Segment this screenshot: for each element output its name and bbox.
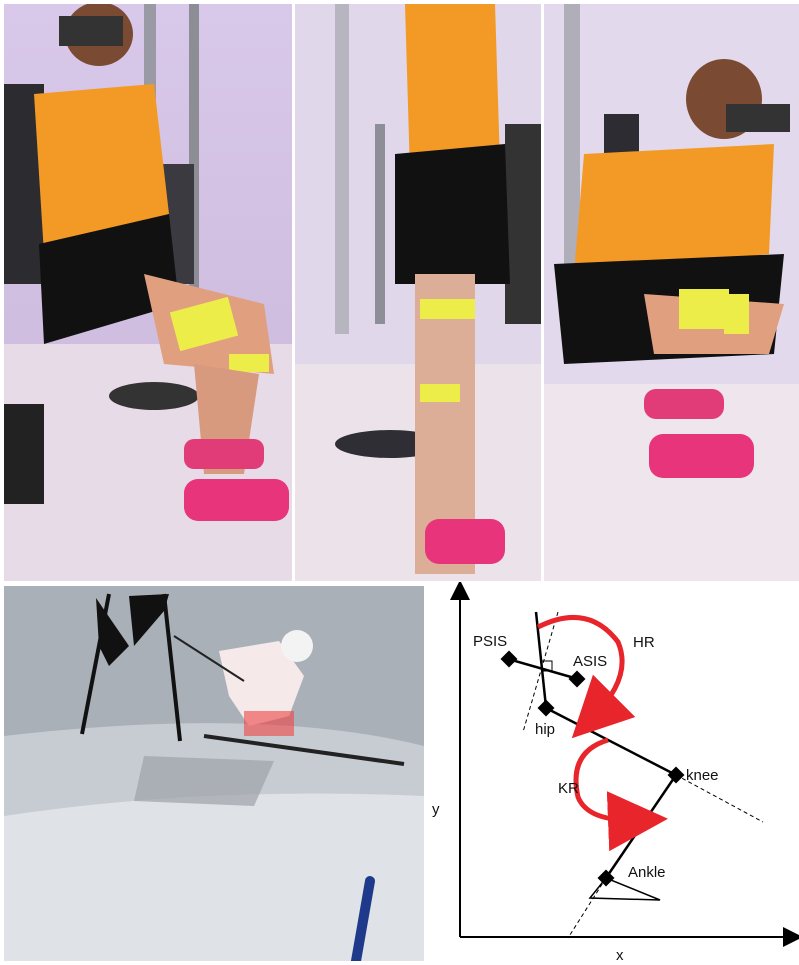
knee-marker — [667, 766, 685, 784]
photo-deep-squat — [544, 4, 799, 581]
kr-arrow — [573, 737, 668, 852]
label-hip: hip — [535, 721, 555, 738]
hr-arrow — [536, 614, 636, 739]
label-ankle: Ankle — [628, 864, 666, 881]
ankle-marker — [597, 869, 615, 887]
label-psis: PSIS — [473, 633, 507, 650]
label-hr: HR — [633, 634, 655, 651]
label-x-axis: x — [616, 947, 624, 964]
label-kr: KR — [558, 780, 579, 797]
label-asis: ASIS — [573, 653, 607, 670]
label-y-axis: y — [432, 801, 440, 818]
psis-marker — [500, 650, 518, 668]
photo-squat-side — [4, 4, 292, 581]
asis-marker — [568, 670, 586, 688]
photo-ski-racer — [4, 586, 424, 961]
photo-standing-rear — [295, 4, 541, 581]
redaction-box — [59, 16, 123, 46]
label-knee: knee — [686, 767, 719, 784]
redaction-box — [726, 104, 790, 132]
hip-marker — [537, 699, 555, 717]
biomechanics-diagram: PSIS ASIS hip HR knee KR Ankle y x — [428, 582, 799, 965]
